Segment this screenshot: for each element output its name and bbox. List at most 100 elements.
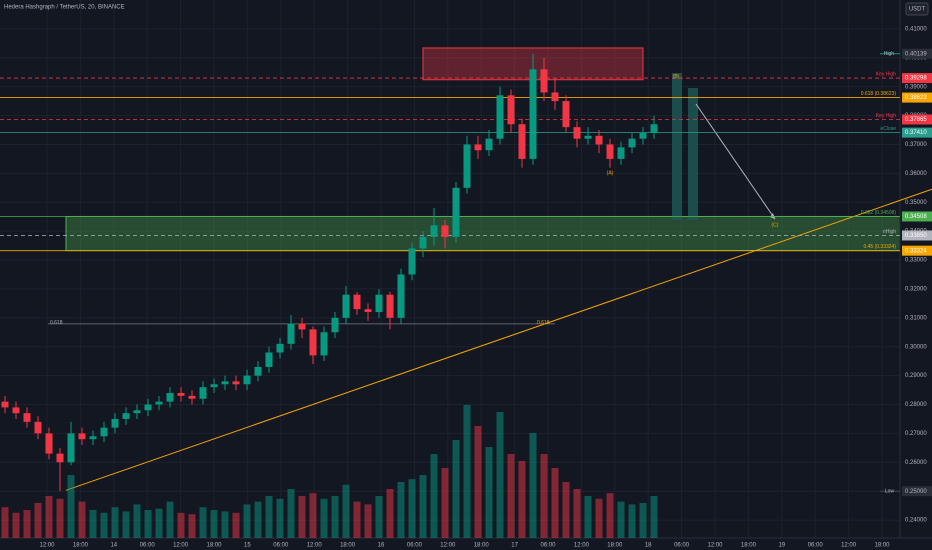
candle-body xyxy=(298,323,306,330)
volume-bar xyxy=(100,512,108,538)
candle-body xyxy=(221,381,229,385)
candle-body xyxy=(309,329,317,356)
volume-bar xyxy=(573,489,581,538)
candle-body xyxy=(331,317,339,333)
x-tick-label: 12:00 xyxy=(440,543,456,549)
volume-bar xyxy=(298,496,306,538)
candle-body xyxy=(254,366,262,376)
x-tick-label: 14 xyxy=(110,543,117,549)
y-tick-label: 0.36000 xyxy=(905,171,927,177)
price-tag xyxy=(902,230,932,241)
candle-body xyxy=(452,187,460,237)
volume-bar xyxy=(584,496,592,538)
y-tick-label: 0.30000 xyxy=(905,344,927,350)
x-tick-label: 06:00 xyxy=(273,543,289,549)
level-label: nHigh xyxy=(883,229,896,235)
price-tag xyxy=(902,245,932,256)
y-tick-label: 0.33000 xyxy=(905,258,927,264)
volume-bar xyxy=(144,510,152,538)
candle-body xyxy=(430,225,438,237)
extreme-name: Low xyxy=(885,489,895,495)
candle-body xyxy=(342,294,350,318)
candle-body xyxy=(584,135,592,139)
x-tick-label: 12:00 xyxy=(707,543,723,549)
candle-body xyxy=(265,352,273,367)
volume-bar xyxy=(331,496,339,538)
x-tick-label: 12:00 xyxy=(574,543,590,549)
x-tick-label: 12:00 xyxy=(307,543,323,549)
candle-body xyxy=(441,225,449,237)
extreme-name: High xyxy=(884,51,895,57)
price-tag-label: 0.34508 xyxy=(905,214,927,220)
x-tick-label: 18:00 xyxy=(874,543,890,549)
candle-body xyxy=(100,427,108,437)
volume-bar xyxy=(485,447,493,538)
wave-label: (B) xyxy=(673,74,680,80)
volume-bar xyxy=(265,496,273,538)
arrow-head xyxy=(770,213,775,219)
x-tick-label: 06:00 xyxy=(540,543,556,549)
x-tick-label: 06:00 xyxy=(674,543,690,549)
price-tag xyxy=(902,48,932,59)
projection-bar xyxy=(688,88,698,220)
price-tag-label: 0.39298 xyxy=(905,76,927,82)
candle-body xyxy=(177,392,185,396)
x-tick-label: 15 xyxy=(244,543,251,549)
candle-body xyxy=(562,101,570,128)
y-tick-label: 0.41000 xyxy=(905,26,927,32)
x-tick-label: 18 xyxy=(645,543,652,549)
arrow xyxy=(695,103,776,220)
candle-body xyxy=(23,413,31,422)
volume-bar xyxy=(606,493,614,538)
volume-bar xyxy=(507,454,515,538)
volume-bar xyxy=(188,514,196,538)
candle-body xyxy=(1,401,9,408)
y-tick-label: 0.35000 xyxy=(905,200,927,206)
candle-body xyxy=(595,135,603,145)
y-tick-label: 0.27000 xyxy=(905,431,927,437)
x-tick-label: 19 xyxy=(778,543,785,549)
volume-bar xyxy=(111,507,119,538)
y-tick-label: 0.39000 xyxy=(905,84,927,90)
volume-bar xyxy=(375,496,383,538)
x-tick-label: 17 xyxy=(511,543,518,549)
price-tag xyxy=(902,127,932,138)
volume-bar xyxy=(45,496,53,538)
y-tick-label: 0.32000 xyxy=(905,287,927,293)
candle-body xyxy=(320,332,328,356)
volume-bar xyxy=(364,504,372,538)
zone xyxy=(65,215,901,252)
volume-bar xyxy=(23,510,31,538)
trend-line xyxy=(65,188,932,491)
currency: USDT xyxy=(909,7,926,13)
volume-bar xyxy=(639,503,647,538)
x-tick-label: 06:00 xyxy=(407,543,423,549)
price-tag xyxy=(902,211,932,222)
y-tick-label: 0.31000 xyxy=(905,315,927,321)
volume-bar xyxy=(540,454,548,538)
volume-bar xyxy=(221,511,229,538)
volume-bar xyxy=(1,507,9,538)
volume-bar xyxy=(12,512,20,538)
volume-bar xyxy=(463,405,471,538)
candle-body xyxy=(45,433,53,454)
volume-bar xyxy=(155,508,163,538)
currency-box xyxy=(905,2,929,16)
x-tick-label: 16 xyxy=(378,543,385,549)
volume-bar xyxy=(529,433,537,538)
y-tick-label: 0.24000 xyxy=(905,518,927,524)
candle-body xyxy=(540,69,548,93)
volume-bar xyxy=(276,498,284,538)
x-tick-label: 06:00 xyxy=(808,543,824,549)
price-tag-label: 0.33850 xyxy=(905,233,927,239)
volume-bar xyxy=(628,504,636,538)
volume-bar xyxy=(551,468,559,538)
price-tag xyxy=(902,73,932,84)
volume-bar xyxy=(397,482,405,538)
price-tag-label: 0.25000 xyxy=(905,489,927,495)
candle-body xyxy=(628,138,636,148)
candle-body xyxy=(232,381,240,385)
candle-body xyxy=(276,343,284,353)
volume-bar xyxy=(353,501,361,538)
